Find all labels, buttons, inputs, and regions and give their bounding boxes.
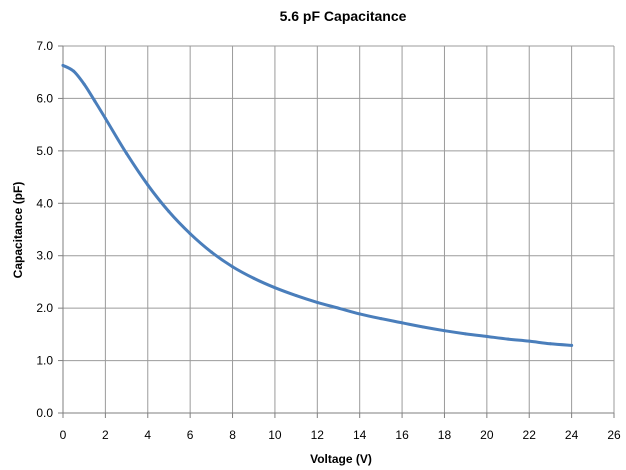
data-point: [570, 343, 574, 347]
data-point: [400, 321, 404, 325]
data-point: [421, 325, 425, 329]
x-tick-label: 26: [607, 428, 621, 442]
y-tick-label: 4.0: [36, 196, 53, 210]
x-tick-label: 4: [144, 428, 151, 442]
y-tick-label: 5.0: [36, 144, 53, 158]
data-point: [527, 339, 531, 343]
grid-layer: [62, 45, 615, 414]
data-point: [358, 312, 362, 316]
data-point: [231, 265, 235, 269]
data-point: [252, 276, 256, 280]
data-point: [209, 250, 213, 254]
y-tick-label: 6.0: [36, 91, 53, 105]
data-point: [82, 82, 86, 86]
data-point: [379, 317, 383, 321]
data-point: [294, 294, 298, 298]
x-tick-label: 0: [60, 428, 67, 442]
data-point: [61, 63, 65, 67]
x-tick-label: 10: [268, 428, 282, 442]
series-layer: [61, 63, 574, 347]
data-point: [72, 69, 76, 73]
data-point: [337, 306, 340, 310]
y-tick-label: 2.0: [36, 301, 53, 315]
x-tick-label: 8: [229, 428, 236, 442]
x-tick-label: 18: [438, 428, 452, 442]
data-point: [188, 232, 192, 236]
data-point: [273, 286, 277, 290]
data-point: [442, 329, 446, 333]
data-point: [315, 300, 319, 304]
data-point: [146, 183, 150, 187]
chart-title: 5.6 pF Capacitance: [280, 8, 407, 24]
x-tick-label: 2: [102, 428, 109, 442]
x-axis-label: Voltage (V): [310, 452, 372, 466]
data-point: [93, 99, 97, 103]
data-point: [103, 116, 107, 120]
x-tick-label: 14: [353, 428, 367, 442]
tick-label-layer: 0.01.02.03.04.05.06.07.00 2 4 6 8 10 12 14 16 18 2…: [36, 39, 621, 442]
y-axis-label: Capacitance (pF): [11, 182, 25, 279]
data-point: [506, 337, 510, 341]
x-tick-label: 22: [523, 428, 537, 442]
x-tick-label: 12: [311, 428, 325, 442]
y-tick-label: 7.0: [36, 39, 53, 53]
x-tick-label: 16: [395, 428, 409, 442]
y-tick-label: 1.0: [36, 354, 53, 368]
x-tick-label: 24: [565, 428, 579, 442]
axis-layer: [58, 45, 615, 418]
y-tick-label: 0.0: [36, 406, 53, 420]
x-tick-label: 6: [187, 428, 194, 442]
data-point: [464, 332, 468, 336]
data-point: [167, 210, 171, 214]
data-point: [125, 151, 129, 155]
y-tick-label: 3.0: [36, 249, 53, 263]
data-point: [485, 334, 489, 338]
data-point: [548, 342, 552, 346]
x-tick-label: 20: [480, 428, 494, 442]
